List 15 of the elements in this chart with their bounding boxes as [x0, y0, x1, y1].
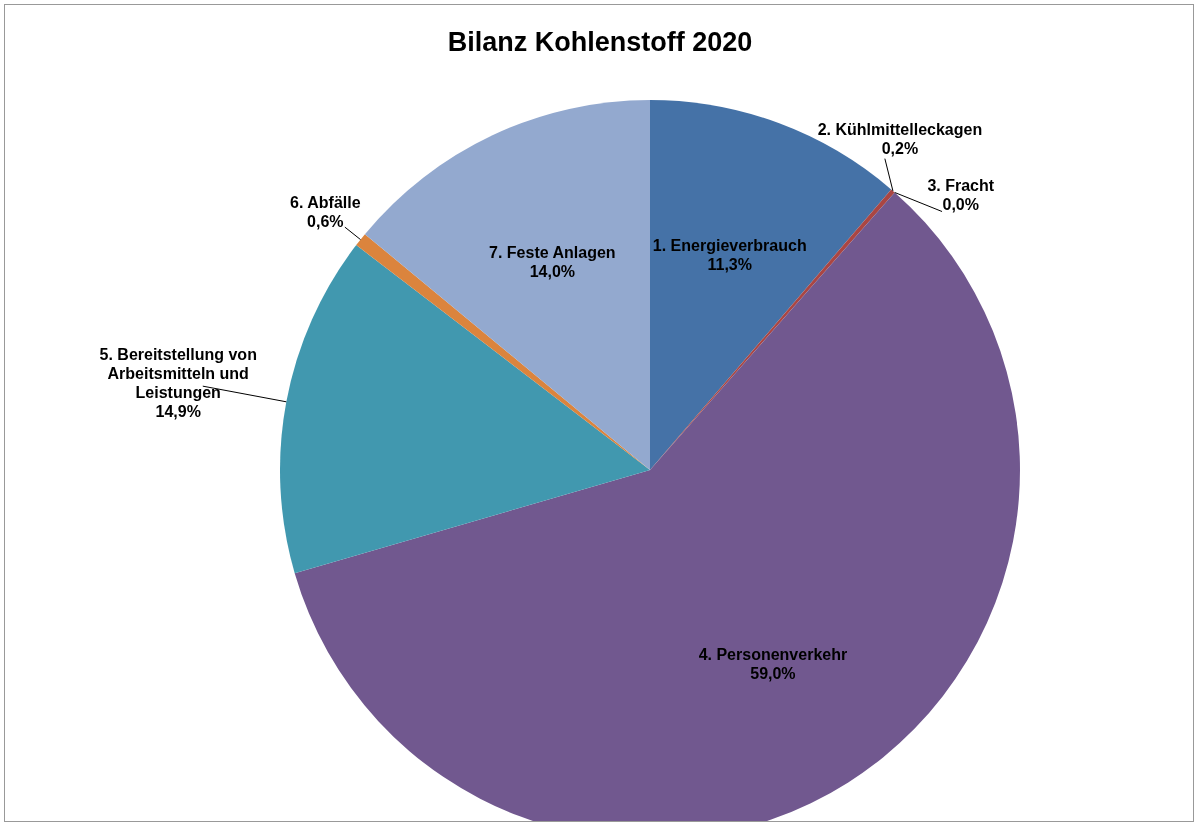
- data-label: 11,3%: [707, 255, 752, 273]
- slice-label: 5. Bereitstellung von Arbeitsmitteln und Leistungen: [99, 345, 257, 401]
- slice-label: 7. Feste Anlagen: [489, 244, 616, 262]
- slice-label: 2. Kühlmittelleckagen: [817, 120, 983, 138]
- slice-label: 4. Personenverkehr: [698, 645, 848, 663]
- data-label: 0,6%: [307, 212, 344, 230]
- data-label: 0,2%: [881, 139, 919, 157]
- chart-title: Bilanz Kohlenstoff 2020: [447, 27, 753, 57]
- slice-label: 1. Energieverbrauch: [652, 236, 807, 254]
- data-label: 59,0%: [750, 664, 796, 682]
- data-label: 14,0%: [529, 263, 576, 281]
- category-label: 3. Fracht: [927, 176, 995, 194]
- text: 0,0%: [942, 195, 979, 213]
- slice-label: 6. Abfälle: [290, 193, 361, 211]
- data-label: 14,9%: [155, 402, 201, 420]
